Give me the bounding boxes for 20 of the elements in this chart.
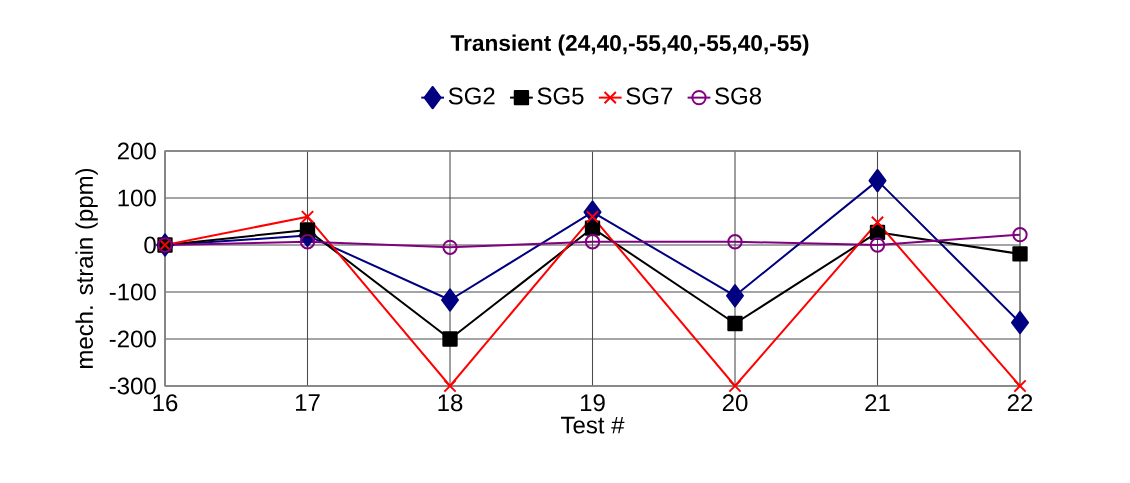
x-tick-label: 22 xyxy=(1007,394,1033,412)
y-tick-label: -200 xyxy=(109,330,156,348)
legend-label: SG2 xyxy=(448,87,495,105)
legend-label: SG5 xyxy=(537,87,584,105)
y-tick-label: 100 xyxy=(118,189,156,207)
x-tick-label: 18 xyxy=(438,394,463,412)
x-axis-title: Test # xyxy=(561,416,625,434)
chart-title: Transient (24,40,-55,40,-55,40,-55) xyxy=(450,34,809,56)
x-tick-label: 20 xyxy=(722,394,748,412)
x-tick-label: 21 xyxy=(865,394,890,412)
legend-label: SG7 xyxy=(626,87,673,105)
y-tick-label: 200 xyxy=(117,142,156,160)
legend-label: SG8 xyxy=(715,87,762,105)
x-tick-label: 17 xyxy=(295,394,320,411)
x-tick-label: 19 xyxy=(580,394,605,412)
y-tick-label: -100 xyxy=(109,283,156,301)
x-tick-label: 16 xyxy=(153,394,178,412)
y-tick-label: -300 xyxy=(109,377,156,395)
y-tick-label: 0 xyxy=(144,236,156,254)
y-axis-title: mech. strain (ppm) xyxy=(75,168,98,369)
